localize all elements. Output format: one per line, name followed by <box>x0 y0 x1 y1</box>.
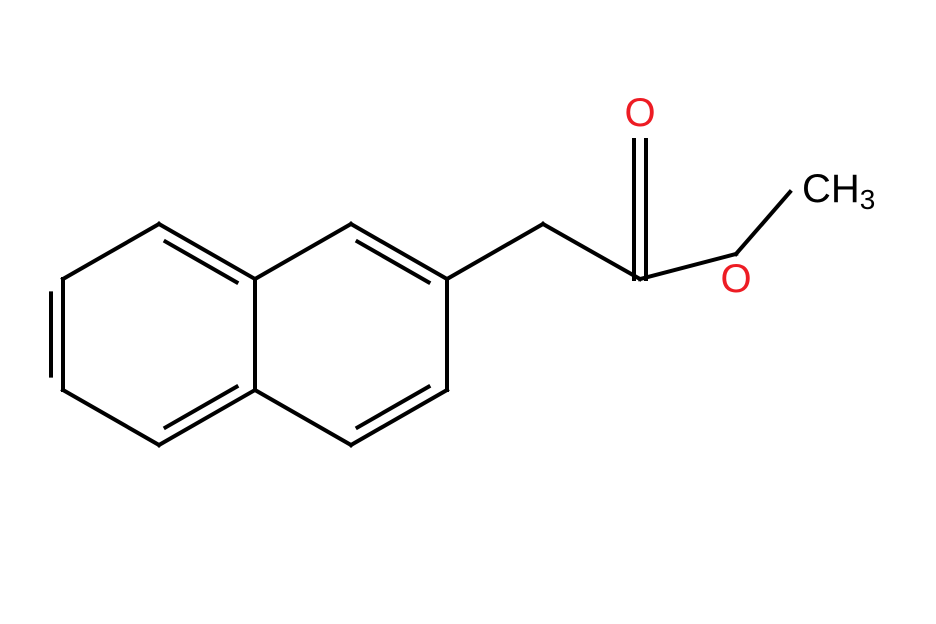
atom-label-O1: O <box>624 91 655 135</box>
bond <box>63 224 159 279</box>
bond <box>736 192 790 254</box>
atom-label-C_CH3: CH3 <box>802 167 875 215</box>
bond <box>255 390 351 445</box>
bond <box>543 224 640 279</box>
bond <box>351 224 447 279</box>
atom-label-O2: O <box>720 257 751 301</box>
bond <box>351 390 447 445</box>
molecule-diagram: O O CH3 <box>0 0 936 624</box>
bond <box>159 224 255 279</box>
bond <box>159 390 255 445</box>
bond <box>255 224 351 279</box>
bond <box>63 390 159 445</box>
bond <box>447 224 543 279</box>
